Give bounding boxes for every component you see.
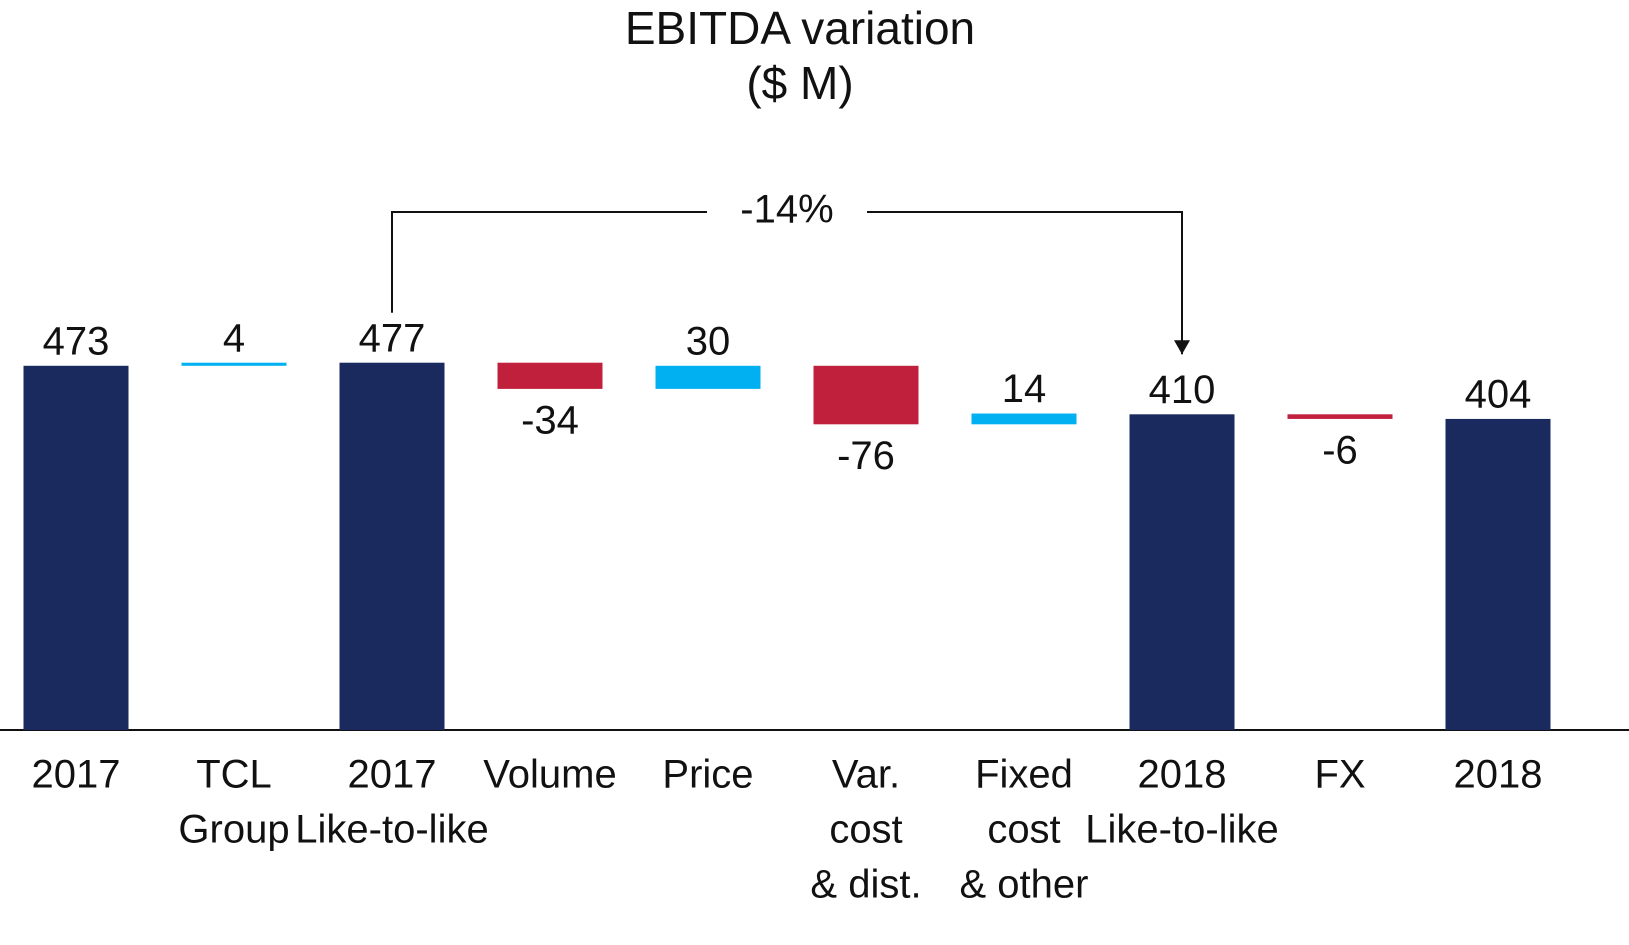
bar — [339, 362, 445, 730]
x-tick-label: 2017 — [348, 753, 437, 797]
value-label: 14 — [1002, 367, 1047, 411]
value-label: 477 — [359, 316, 426, 360]
x-tick-label: Volume — [483, 753, 616, 797]
bar — [655, 365, 761, 389]
annotation: -14% — [740, 188, 833, 232]
x-tick-label: 2018 — [1454, 753, 1543, 797]
value-label: -34 — [521, 398, 579, 442]
x-tick-label: Price — [662, 753, 753, 797]
x-tick-label: 2017 — [32, 753, 121, 797]
value-label: -6 — [1322, 428, 1358, 472]
x-tick-label: cost — [829, 808, 902, 852]
value-label: 404 — [1465, 372, 1532, 416]
bracket — [391, 211, 1183, 355]
x-tick-label: cost — [987, 808, 1060, 852]
value-label: 30 — [686, 319, 731, 363]
bar — [23, 365, 129, 730]
x-tick-label: Like-to-like — [1085, 808, 1278, 852]
value-label: -76 — [837, 434, 895, 478]
bar — [181, 362, 287, 366]
chart-title: EBITDA variation — [625, 2, 975, 54]
bar — [1445, 418, 1551, 730]
x-tick-label: 2018 — [1138, 753, 1227, 797]
x-tick-label: Like-to-like — [295, 808, 488, 852]
chart-subtitle: ($ M) — [746, 57, 853, 109]
x-tick-label: & dist. — [810, 863, 921, 907]
value-label: 473 — [43, 319, 110, 363]
bar — [971, 413, 1077, 425]
bar — [497, 362, 603, 389]
bar — [1287, 414, 1393, 419]
x-tick-label: Group — [178, 808, 289, 852]
arrowhead — [1174, 340, 1190, 355]
value-label: 4 — [223, 316, 245, 360]
x-tick-label: Var. — [832, 753, 900, 797]
bar — [813, 365, 919, 425]
x-tick-label: & other — [960, 863, 1089, 907]
value-label: 410 — [1149, 368, 1216, 412]
bar — [1129, 414, 1235, 730]
x-tick-label: TCL — [196, 753, 272, 797]
x-tick-label: Fixed — [975, 753, 1073, 797]
x-tick-label: FX — [1314, 753, 1365, 797]
